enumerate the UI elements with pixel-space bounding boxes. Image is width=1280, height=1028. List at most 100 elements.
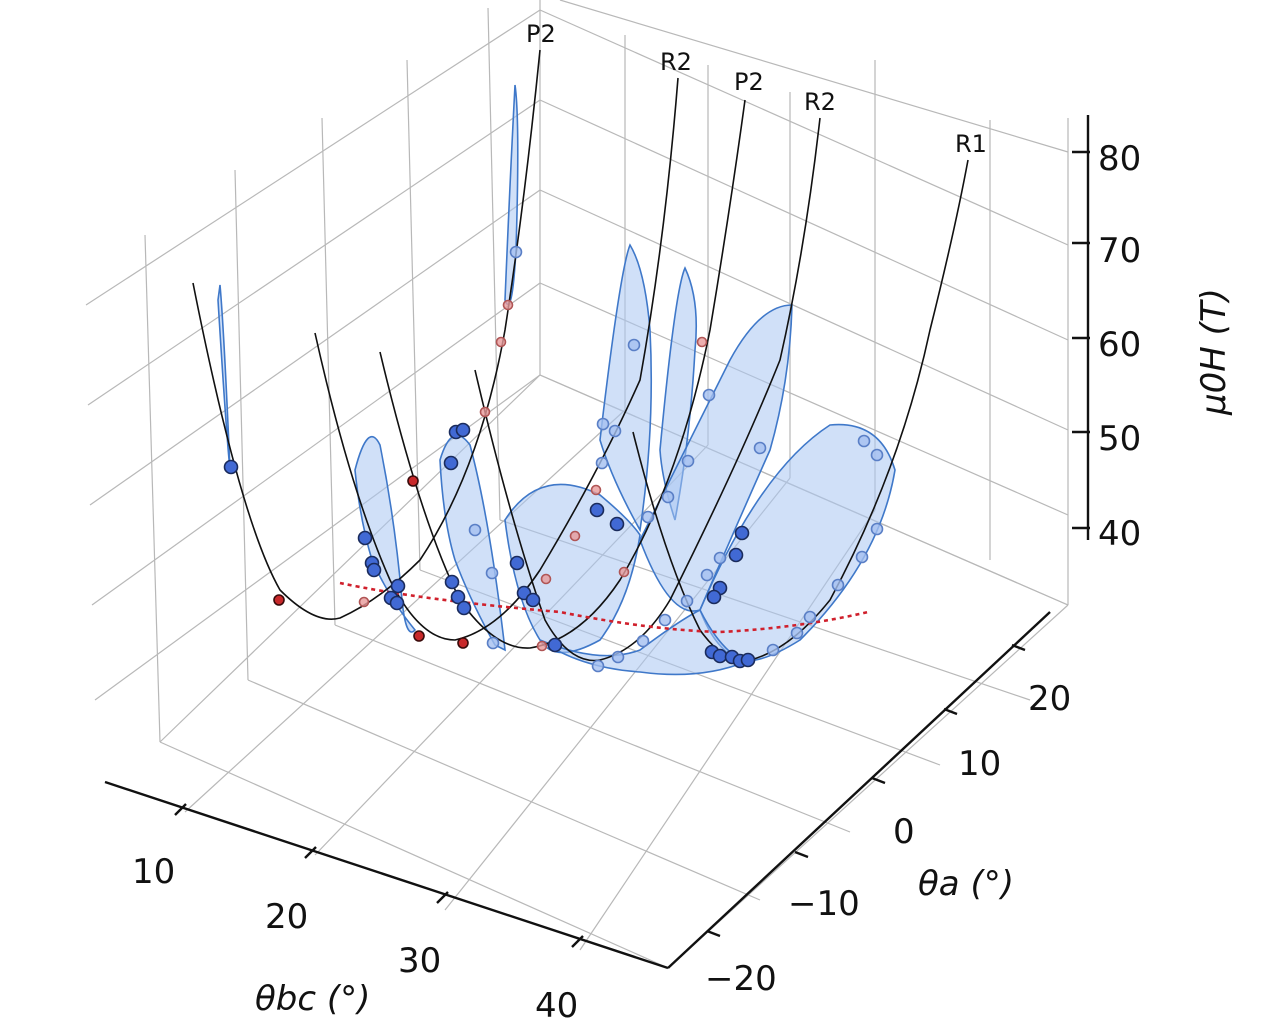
data-point-blue [366,562,382,578]
data-point-blue [753,441,767,455]
y-axis-label: θa (°) [918,864,1014,904]
data-points [223,245,884,673]
curve-label: R2 [804,88,836,116]
data-point-red [457,637,469,649]
data-point-blue [706,589,722,605]
data-point-blue [641,510,655,524]
data-point-blue [485,566,499,580]
data-point-blue [740,652,756,668]
sheet-tall-1 [599,243,653,533]
curve-label: P2 [526,20,556,48]
sheet-broad-1 [504,483,641,654]
data-point-blue [680,594,694,608]
y-tick-label: −10 [788,884,860,924]
data-point-blue [609,516,625,532]
data-point-red [495,336,507,348]
data-point-blue [702,388,716,402]
data-point-blue [728,547,744,563]
sheet-r2-mid [439,434,506,652]
data-point-red [358,596,370,608]
z-tick-labels: 40 50 60 70 80 [1098,139,1141,554]
x-axis-label: θbc (°) [255,979,370,1019]
data-point-red [540,573,552,585]
data-point-blue [658,613,672,627]
data-point-blue [389,595,405,611]
data-point-blue [803,610,817,624]
fit-curve [474,117,821,662]
sheet-floor-span [539,608,747,676]
data-point-red [618,566,630,578]
data-point-blue [589,502,605,518]
data-point-blue [443,455,459,471]
data-point-blue [608,424,622,438]
axis-lines [104,115,1090,970]
grid-lines [85,0,1069,969]
data-point-red [696,336,708,348]
y-tick-label: −20 [705,959,777,999]
data-point-blue [456,600,472,616]
data-point-blue [595,456,609,470]
data-point-blue [636,634,650,648]
x-tick-label: 30 [398,941,441,981]
data-point-blue [357,530,373,546]
data-point-red [413,630,425,642]
data-point-blue [734,525,750,541]
data-point-blue [870,522,884,536]
z-axis-label: μ0H (T) [1194,288,1234,416]
z-tick-label: 50 [1098,419,1141,459]
y-tick-label: 10 [958,744,1001,784]
data-point-blue [596,417,610,431]
data-point-blue [611,650,625,664]
data-point-blue [509,555,525,571]
z-tick-label: 40 [1098,514,1141,554]
data-point-blue [661,490,675,504]
data-point-blue [591,659,605,673]
data-point-red [590,484,602,496]
data-point-blue [681,454,695,468]
data-point-blue [790,626,804,640]
x-tick-label: 40 [535,986,578,1024]
curve-label: R1 [955,130,987,158]
fit-curve [379,99,746,649]
z-tick-label: 70 [1098,231,1141,271]
data-point-blue [444,574,460,590]
data-point-blue [390,578,406,594]
curve-labels: P2 R2 P2 R2 R1 [526,20,987,158]
data-point-blue [700,568,714,582]
data-point-blue [766,643,780,657]
curve-label: R2 [660,48,692,76]
z-tick-label: 80 [1098,139,1141,179]
data-point-red [536,640,548,652]
data-point-red [479,406,491,418]
data-point-blue [486,636,500,650]
data-point-blue [455,422,471,438]
data-point-red [407,475,419,487]
data-point-blue [831,578,845,592]
x-tick-label: 10 [132,852,175,892]
data-point-blue [855,550,869,564]
sheet-mid-thin [504,84,519,306]
data-point-red [273,594,285,606]
data-point-blue [713,551,727,565]
z-tick-label: 60 [1098,325,1141,365]
data-point-blue [468,523,482,537]
data-point-blue [547,637,563,653]
data-point-red [569,530,581,542]
curve-label: P2 [734,68,764,96]
data-point-red [502,299,514,311]
data-point-blue [857,434,871,448]
y-tick-label: 0 [893,812,915,852]
data-point-blue [525,592,541,608]
x-tick-labels: 10 20 30 40 [132,852,578,1026]
data-point-blue [509,245,523,259]
minimum-trace-line [339,581,869,634]
x-tick-label: 20 [265,897,308,937]
data-point-blue [450,589,466,605]
y-tick-label: 20 [1028,679,1071,719]
data-point-blue [712,648,728,664]
shaded-sheets [217,84,896,676]
data-point-blue [870,448,884,462]
data-point-blue [223,459,239,475]
y-tick-labels: −20 −10 0 10 20 [705,679,1071,999]
